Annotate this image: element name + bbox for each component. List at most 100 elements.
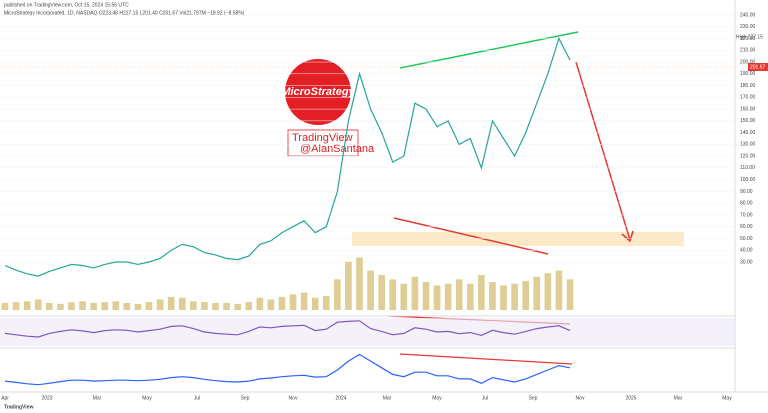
volume-bar bbox=[311, 297, 319, 310]
x-tick-label: May bbox=[432, 395, 442, 401]
y-tick-label: 60.00 bbox=[740, 224, 753, 230]
volume-bar bbox=[90, 303, 97, 310]
rsi-line bbox=[4, 320, 571, 338]
volume-bar bbox=[555, 270, 563, 310]
x-tick-label: 2025 bbox=[625, 395, 636, 401]
footer: TradingView bbox=[4, 404, 33, 410]
volume-bar bbox=[478, 275, 485, 310]
y-tick-label: 220.00 bbox=[740, 36, 756, 42]
volume-bar bbox=[334, 279, 341, 310]
volume-bar bbox=[422, 282, 430, 310]
y-tick-label: 40.00 bbox=[740, 248, 753, 254]
x-tick-label: May bbox=[142, 395, 152, 401]
header: published on TradingView.com, Oct 15, 20… bbox=[4, 2, 129, 8]
volume-bar bbox=[45, 303, 53, 310]
volume-bar bbox=[134, 303, 142, 310]
y-tick-label: 160.00 bbox=[740, 106, 756, 112]
volume-bar bbox=[511, 283, 518, 310]
high-tag bbox=[735, 33, 768, 41]
high-label: High 227.15 bbox=[736, 34, 763, 40]
x-tick-label: Jul bbox=[194, 395, 200, 401]
annotation: @AlanSantana bbox=[300, 143, 375, 155]
last-label: 201.67 bbox=[750, 64, 766, 70]
y-tick-label: 50.00 bbox=[740, 236, 753, 242]
volume-bar bbox=[455, 279, 463, 310]
x-tick-label: 2023 bbox=[41, 395, 52, 401]
volume-bar bbox=[566, 279, 574, 310]
volume-bar bbox=[79, 301, 86, 310]
y-tick-label: 230.00 bbox=[740, 24, 756, 30]
volume-bar bbox=[522, 281, 530, 310]
volume-bar bbox=[345, 261, 352, 310]
volume-bar bbox=[411, 276, 419, 310]
y-tick-label: 120.00 bbox=[740, 153, 756, 159]
x-tick-label: Jul bbox=[482, 395, 488, 401]
volume-bar bbox=[68, 302, 75, 310]
logo bbox=[285, 59, 351, 125]
y-tick-label: 140.00 bbox=[740, 130, 756, 136]
volume-bar bbox=[156, 299, 164, 310]
y-tick-label: 240.00 bbox=[740, 12, 756, 18]
arrow-head bbox=[621, 230, 634, 243]
rsi-pane bbox=[0, 318, 735, 346]
volume-bar bbox=[367, 270, 374, 310]
volume-bar bbox=[389, 279, 397, 310]
y-tick-label: 30.00 bbox=[740, 259, 753, 265]
volume-bar bbox=[223, 303, 230, 310]
support-zone bbox=[352, 232, 684, 246]
volume-bar bbox=[444, 283, 452, 310]
y-tick-label: 90.00 bbox=[740, 189, 753, 195]
y-tick-label: 200.00 bbox=[740, 59, 756, 65]
y-tick-label: 70.00 bbox=[740, 212, 753, 218]
volume-bar bbox=[245, 302, 253, 310]
volume-bar bbox=[145, 302, 153, 310]
volume-bar bbox=[278, 296, 286, 310]
volume-bar bbox=[178, 297, 186, 310]
volume-bar bbox=[256, 297, 264, 310]
volume-bar bbox=[234, 303, 241, 310]
volume-bar bbox=[201, 302, 208, 310]
volume-bar bbox=[300, 292, 308, 310]
volume-bar bbox=[533, 276, 541, 310]
x-tick-label: May bbox=[722, 395, 732, 401]
volume-bar bbox=[267, 299, 275, 310]
volume-bar bbox=[322, 296, 330, 310]
volume-bar bbox=[433, 285, 441, 310]
y-tick-label: 180.00 bbox=[740, 83, 756, 89]
annotation: TradingView bbox=[292, 132, 353, 144]
volume-bar bbox=[12, 302, 20, 310]
y-tick-label: 110.00 bbox=[740, 165, 755, 171]
y-tick-label: 130.00 bbox=[740, 142, 756, 148]
macd-line bbox=[4, 353, 571, 386]
price-line bbox=[4, 36, 571, 277]
y-tick-label: 190.00 bbox=[740, 71, 756, 77]
x-tick-label: Mar bbox=[674, 395, 683, 401]
x-tick-label: Mar bbox=[383, 395, 392, 401]
volume-bar bbox=[400, 283, 408, 310]
volume-bar bbox=[123, 303, 131, 310]
y-tick-label: 170.00 bbox=[740, 95, 756, 101]
symbol-line: MicroStrategy Incorporated, 1D, NASDAQ O… bbox=[4, 10, 245, 16]
y-tick-label: 210.00 bbox=[740, 48, 756, 54]
volume-bar bbox=[101, 302, 109, 310]
trend-line bbox=[393, 217, 549, 255]
volume-bar bbox=[378, 275, 385, 310]
volume-bar bbox=[466, 283, 474, 310]
last-tag bbox=[748, 63, 768, 71]
volume-bar bbox=[212, 303, 219, 310]
y-tick-label: 150.00 bbox=[740, 118, 756, 124]
volume-bar bbox=[1, 303, 9, 310]
x-tick-label: Sep bbox=[241, 395, 250, 401]
volume-bar bbox=[112, 301, 120, 310]
trend-line bbox=[399, 353, 573, 365]
volume-bar bbox=[34, 299, 42, 310]
logo-text: MicroStrategy bbox=[281, 86, 355, 98]
volume-bar bbox=[190, 301, 197, 310]
volume-bar bbox=[544, 273, 552, 310]
volume-bar bbox=[289, 294, 297, 310]
x-tick-label: Apr bbox=[1, 395, 9, 401]
volume-bar bbox=[167, 296, 175, 310]
x-tick-label: Nov bbox=[289, 395, 298, 401]
volume-bar bbox=[356, 257, 363, 310]
